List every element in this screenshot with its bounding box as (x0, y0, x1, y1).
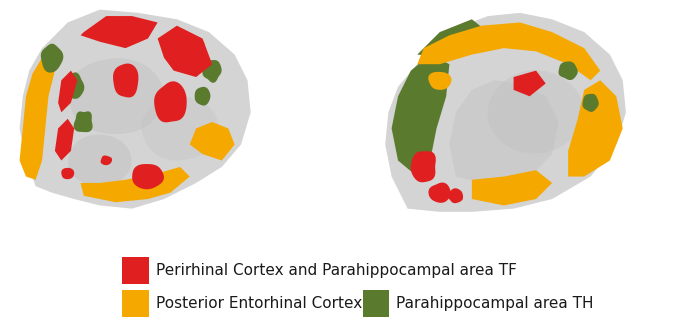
Polygon shape (74, 111, 93, 132)
Polygon shape (417, 22, 600, 80)
Polygon shape (141, 96, 218, 160)
Polygon shape (417, 19, 488, 58)
Polygon shape (195, 87, 210, 106)
Polygon shape (487, 70, 584, 153)
Text: Parahippocampal area TH: Parahippocampal area TH (396, 296, 594, 311)
Polygon shape (80, 167, 190, 202)
Polygon shape (450, 80, 558, 186)
Polygon shape (113, 64, 138, 98)
Polygon shape (429, 72, 452, 90)
Polygon shape (20, 55, 55, 180)
Polygon shape (58, 71, 77, 112)
Polygon shape (40, 44, 64, 73)
Polygon shape (68, 135, 131, 186)
Polygon shape (582, 94, 599, 112)
Polygon shape (61, 168, 74, 179)
Polygon shape (472, 170, 552, 205)
Bar (122, 257, 149, 283)
Text: Posterior Entorhinal Cortex: Posterior Entorhinal Cortex (156, 296, 362, 311)
Polygon shape (514, 71, 546, 96)
Polygon shape (385, 13, 626, 212)
Text: Perirhinal Cortex and Parahippocampal area TF: Perirhinal Cortex and Parahippocampal ar… (156, 263, 517, 278)
Polygon shape (392, 55, 450, 177)
Polygon shape (447, 188, 463, 203)
Polygon shape (154, 81, 186, 122)
Polygon shape (202, 60, 221, 83)
Polygon shape (173, 36, 205, 60)
Polygon shape (101, 155, 112, 165)
Bar (122, 290, 149, 317)
Polygon shape (132, 164, 164, 189)
Polygon shape (190, 122, 235, 160)
Polygon shape (20, 10, 251, 209)
Polygon shape (65, 72, 84, 99)
Bar (363, 290, 389, 317)
Polygon shape (68, 58, 164, 134)
Polygon shape (568, 80, 623, 177)
Polygon shape (429, 183, 451, 203)
Polygon shape (80, 16, 158, 48)
Polygon shape (55, 119, 74, 160)
Polygon shape (558, 61, 578, 80)
Polygon shape (410, 151, 436, 182)
Polygon shape (158, 26, 212, 77)
